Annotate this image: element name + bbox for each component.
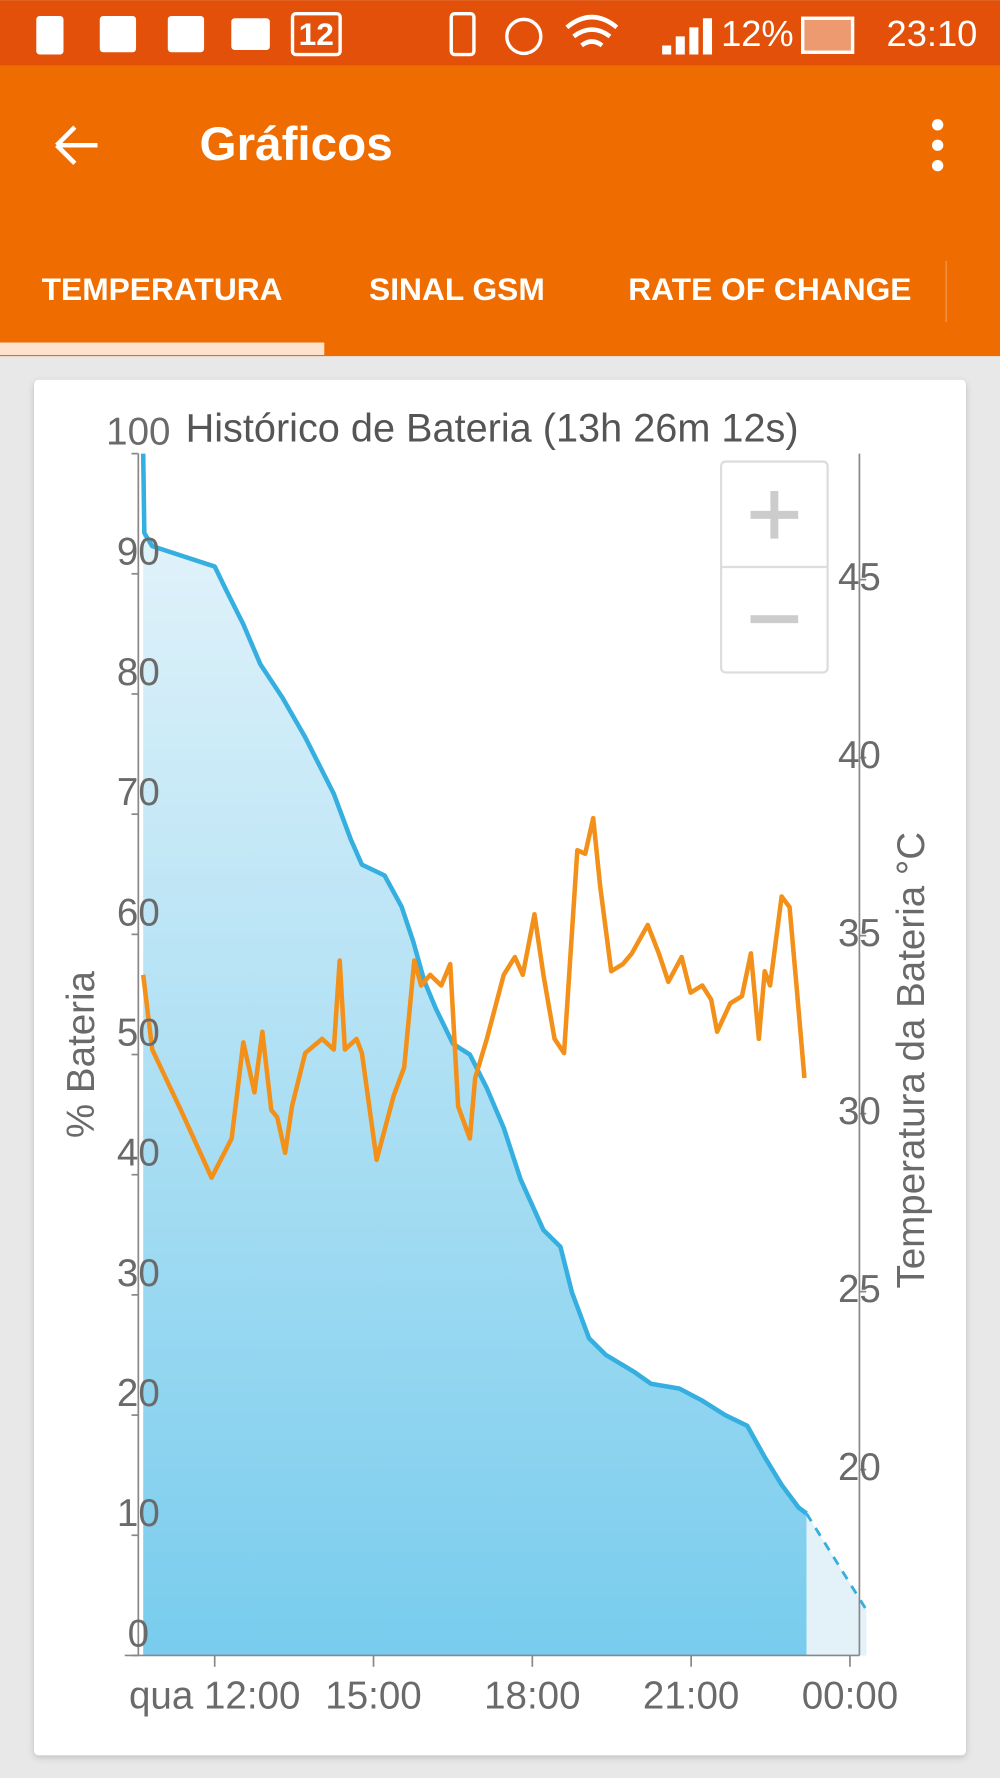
count-icon [290, 12, 342, 57]
y2-tick-label: 40 [838, 734, 881, 777]
facebook-icon [99, 15, 137, 53]
x-tick-label: 00:00 [802, 1675, 898, 1718]
y2-tick-label: 20 [838, 1446, 881, 1489]
mail-icon [231, 18, 270, 50]
tab[interactable]: TEMPERATURA [42, 271, 283, 307]
app-title: Gráficos [200, 118, 393, 171]
y-tick-label: 30 [117, 1252, 160, 1295]
clock: 23:10 [887, 13, 978, 54]
y2-tick-label: 25 [838, 1268, 881, 1311]
y-tick-label: 70 [117, 771, 160, 814]
tab[interactable]: SINAL GSM [369, 271, 545, 307]
zoom-in[interactable] [750, 491, 799, 539]
battery-percent: 12% [721, 13, 794, 54]
forecast-line [805, 1512, 868, 1611]
y-tick-label: 100 [106, 411, 170, 454]
menu-dot [931, 159, 944, 172]
y-tick-label: 0 [128, 1612, 149, 1655]
y-tick-label: 80 [117, 651, 160, 694]
menu-dot [931, 139, 944, 151]
y-axis-label: % Bateria [60, 970, 103, 1138]
signal-icon [662, 18, 713, 55]
battery-plus-icon [36, 15, 64, 55]
x-tick-label: 21:00 [643, 1675, 739, 1718]
y2-tick-label: 30 [838, 1090, 881, 1133]
x-tick-label: qua 12:00 [129, 1675, 300, 1718]
count-text: 12 [299, 16, 334, 52]
area [143, 453, 807, 1656]
app-bar: Gráficos TEMPERATURA SINAL GSM RATE OF C… [0, 65, 1000, 357]
back-button[interactable] [55, 125, 98, 165]
app-bar-bg [0, 65, 1000, 357]
y-tick-label: 50 [117, 1011, 160, 1054]
wifi-icon [565, 14, 619, 48]
line [140, 453, 808, 1516]
notes-icon [167, 15, 205, 53]
y2-tick-label: 45 [838, 556, 881, 599]
alarm-icon [505, 17, 543, 56]
y2-axis-label: Temperatura da Bateria °C [890, 832, 933, 1289]
y-tick-label: 90 [117, 531, 160, 574]
vibrate-icon [449, 12, 476, 57]
y-tick-label: 10 [117, 1492, 160, 1535]
status-bar: 12 12% 23:10 [0, 0, 1000, 66]
line [140, 815, 807, 1180]
menu-dot [931, 119, 944, 131]
menu-button[interactable] [931, 119, 944, 172]
y-tick-label: 20 [117, 1372, 160, 1415]
chart: 0 10 20 30 40 50 60 70 80 90 100 20 25 30 35 40 45 qua 12… [106, 411, 898, 1718]
y-tick-label: 60 [117, 891, 160, 934]
tab-divider [945, 260, 947, 323]
zoom-controls [719, 460, 829, 674]
y2-tick-label: 35 [838, 912, 881, 955]
tab[interactable]: RATE OF CHANGE [628, 271, 911, 307]
chart-title: Histórico de Bateria (13h 26m 12s) [186, 406, 799, 450]
y-tick-label: 40 [117, 1132, 160, 1175]
forecast-area [806, 1513, 867, 1656]
x-tick-label: 18:00 [484, 1675, 580, 1718]
x-tick-label: 15:00 [325, 1675, 421, 1718]
tab-indicator [0, 342, 325, 355]
battery-icon [801, 16, 855, 54]
